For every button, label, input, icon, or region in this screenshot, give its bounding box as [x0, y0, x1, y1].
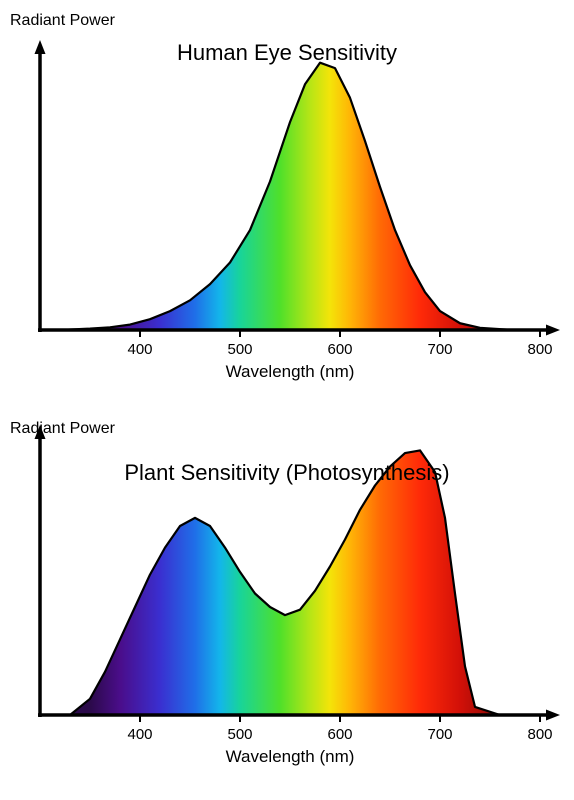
x-tick-label: 600	[327, 726, 352, 743]
chart-title-eye: Human Eye Sensitivity	[0, 40, 574, 66]
x-tick-label: 400	[127, 341, 152, 358]
spectrum-fill	[40, 60, 540, 330]
x-tick-label: 800	[527, 726, 552, 743]
x-tick-label: 400	[127, 726, 152, 743]
x-tick-label: 500	[227, 726, 252, 743]
panel-eye: Radiant Power Human Eye Sensitivity 400 5…	[0, 0, 574, 400]
x-tick-label: 500	[227, 341, 252, 358]
y-axis-title-eye: Radiant Power	[10, 12, 115, 30]
panel-plant: Radiant Power Plant Sensitivity (Photosy…	[0, 415, 574, 795]
x-axis-label: Wavelength (nm)	[226, 362, 355, 381]
x-tick-label: 800	[527, 341, 552, 358]
x-axis-label: Wavelength (nm)	[226, 747, 355, 766]
x-tick-label: 700	[427, 341, 452, 358]
x-axis-arrow-icon	[546, 325, 560, 336]
y-axis-title-plant: Radiant Power	[10, 420, 115, 438]
x-tick-label: 700	[427, 726, 452, 743]
x-tick-label: 600	[327, 341, 352, 358]
chart-title-plant: Plant Sensitivity (Photosynthesis)	[0, 460, 574, 486]
x-axis-arrow-icon	[546, 710, 560, 721]
